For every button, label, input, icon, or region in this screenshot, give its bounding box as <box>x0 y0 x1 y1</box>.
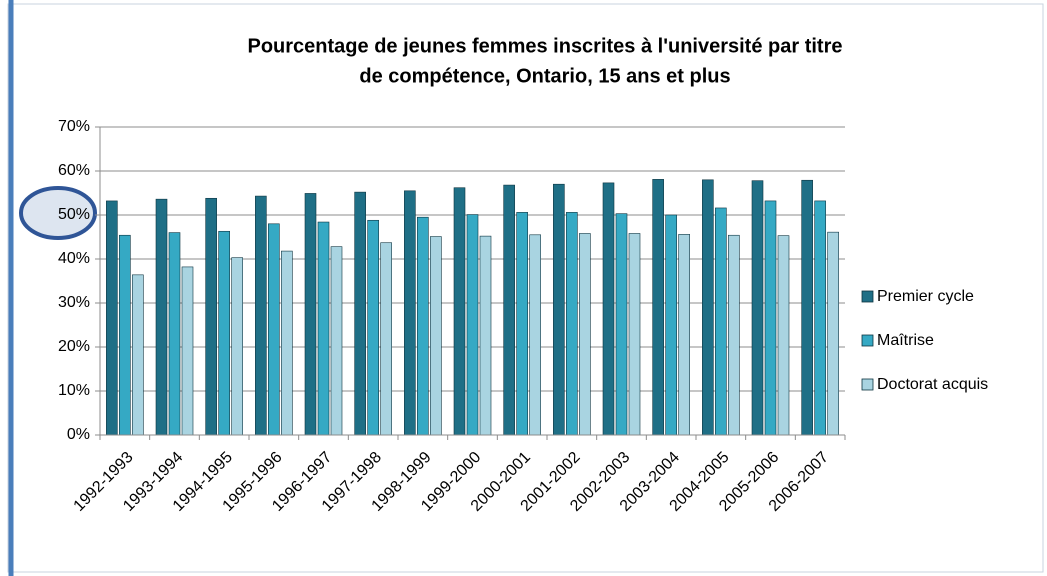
bar <box>106 200 118 436</box>
bar <box>231 257 243 436</box>
bar <box>367 219 379 436</box>
bar <box>404 190 416 436</box>
bar <box>665 214 677 436</box>
legend-label: Maîtrise <box>877 332 934 349</box>
bar <box>417 216 429 436</box>
bar <box>168 232 181 436</box>
legend-swatch <box>861 290 874 303</box>
y-tick-label: 70% <box>58 118 90 135</box>
y-tick-label: 10% <box>58 382 90 399</box>
y-tick-label: 20% <box>58 338 90 355</box>
bar <box>553 183 565 436</box>
bar <box>281 250 293 436</box>
bar <box>155 198 168 436</box>
bar <box>579 233 591 436</box>
bar <box>615 213 628 436</box>
bar <box>466 214 479 436</box>
bar <box>354 191 366 436</box>
bar <box>764 200 777 436</box>
bar <box>317 221 330 436</box>
bar <box>330 246 343 436</box>
bar <box>751 180 764 436</box>
bar <box>453 187 466 436</box>
y-tick-label: 30% <box>58 294 90 311</box>
bar <box>728 234 740 436</box>
bar <box>268 223 280 436</box>
y-tick-label: 50% <box>58 206 90 223</box>
y-tick-label: 60% <box>58 162 90 179</box>
bar <box>678 234 690 436</box>
bar <box>777 235 790 436</box>
bar <box>827 231 839 436</box>
bar <box>218 230 230 436</box>
bar <box>205 197 217 436</box>
bar <box>801 179 813 436</box>
chart-title: de compétence, Ontario, 15 ans et plus <box>359 65 730 87</box>
bar <box>715 207 727 436</box>
bar <box>566 212 578 436</box>
legend-swatch <box>861 334 874 347</box>
bar <box>255 195 267 436</box>
bar <box>628 233 641 436</box>
bar <box>479 235 492 436</box>
bar <box>516 212 528 436</box>
chart-title: Pourcentage de jeunes femmes inscrites à… <box>248 35 843 57</box>
bar <box>380 242 392 436</box>
bar <box>430 236 442 436</box>
y-tick-label: 40% <box>58 250 90 267</box>
bar <box>602 182 615 436</box>
bar <box>529 234 541 436</box>
bar <box>814 200 826 436</box>
legend-swatch <box>861 378 874 391</box>
bar <box>132 274 144 436</box>
bar <box>181 266 194 436</box>
bar <box>119 234 131 436</box>
y-tick-label: 0% <box>67 426 90 443</box>
bar <box>503 184 515 436</box>
legend-label: Doctorat acquis <box>877 376 988 393</box>
bar <box>304 193 317 436</box>
bar <box>652 179 664 436</box>
highlight-circle <box>19 186 97 240</box>
bar <box>702 179 714 436</box>
legend-label: Premier cycle <box>877 288 974 305</box>
